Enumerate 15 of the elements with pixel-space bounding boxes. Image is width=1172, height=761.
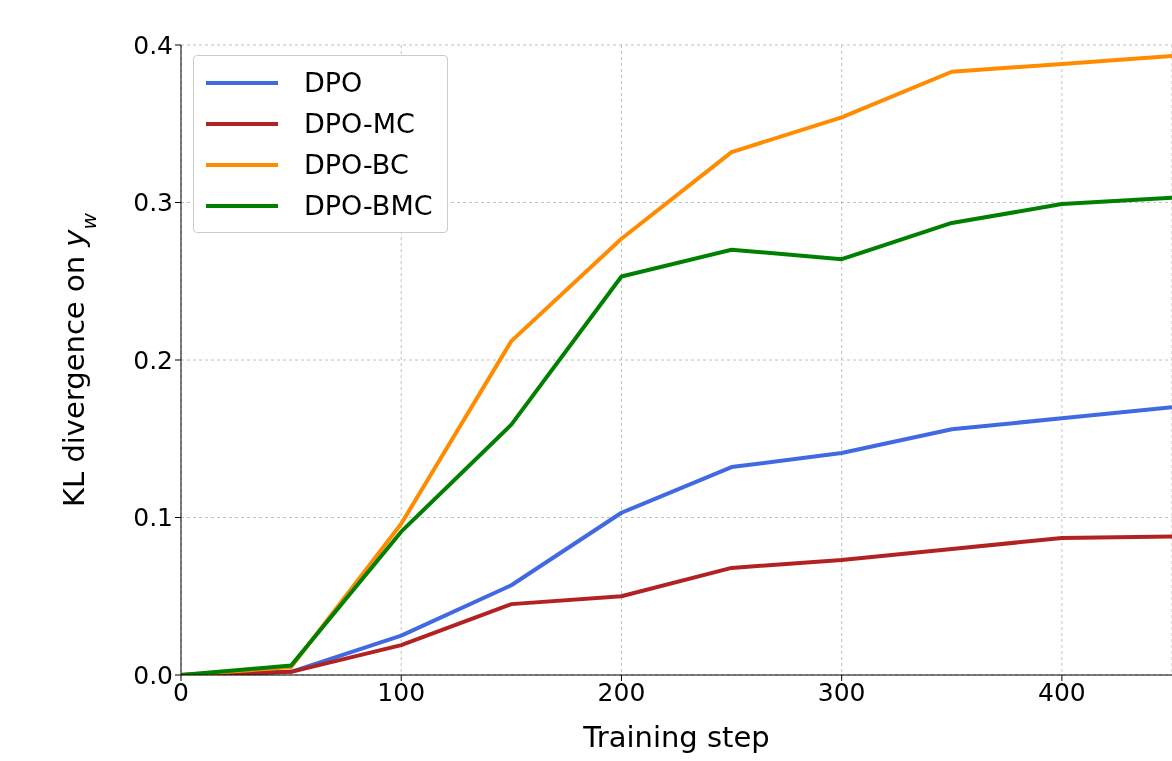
legend-label: DPO-MC [304,108,415,139]
y-tick-label: 0.0 [133,660,173,690]
x-tick-label: 0 [173,677,189,707]
x-tick-label: 200 [597,677,646,707]
y-tick-label: 0.4 [133,30,173,60]
y-tick-label: 0.3 [133,188,173,218]
legend-label: DPO-BC [304,149,409,180]
y-tick-label: 0.1 [133,503,173,533]
x-axis-title: Training step [582,720,770,754]
x-tick-label: 400 [1038,677,1086,707]
x-tick-label: 100 [377,677,426,707]
legend-label: DPO [304,67,363,98]
x-tick-label: 300 [817,677,866,707]
y-tick-label: 0.2 [133,345,173,375]
legend-label: DPO-BMC [304,190,433,221]
